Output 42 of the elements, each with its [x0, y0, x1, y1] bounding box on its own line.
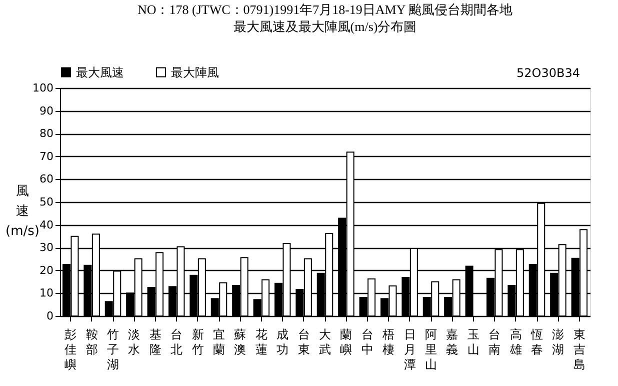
x-tick-label: 高雄: [508, 328, 522, 356]
x-tick-label: 梧棲: [382, 328, 395, 356]
y-tick-label: 0: [46, 310, 54, 322]
x-tick-label: 台北: [170, 328, 183, 356]
x-tick-label: 鞍部: [86, 328, 98, 356]
x-tick-label: 台中: [361, 328, 374, 356]
y-axis-title: 風速(m/s): [6, 184, 40, 239]
x-tick-label: 台東: [298, 328, 310, 356]
x-tick-label: 蘭嶼: [340, 328, 352, 356]
y-tick-label: 80: [40, 127, 54, 140]
y-tick-label: 90: [40, 104, 54, 118]
text: 52O30B34: [516, 66, 580, 80]
x-tick-label: 竹子湖: [107, 328, 119, 372]
x-tick-label: 新竹: [192, 328, 204, 356]
legend-label: 最大風速: [76, 65, 124, 80]
y-tick-label: 100: [32, 82, 54, 94]
x-tick-label: 阿里山: [425, 328, 437, 372]
y-tick-label: 10: [40, 286, 54, 300]
y-tick-label: 40: [40, 218, 54, 232]
x-tick-label: 台南: [488, 328, 501, 356]
x-tick-label: 蘇澳: [234, 328, 246, 356]
chart-subtitle: 最大風速及最大陣風(m/s)分布圖: [233, 19, 417, 34]
legend-label: 最大陣風: [171, 65, 219, 80]
y-tick-label: 30: [40, 241, 54, 254]
x-tick-label: 彭佳嶼: [64, 328, 77, 372]
x-tick-label: 恆春: [530, 328, 543, 356]
x-tick-label: 大武: [319, 328, 331, 356]
x-tick-label: 淡水: [128, 328, 140, 356]
x-tick-label: 基隆: [149, 328, 162, 356]
x-tick-label: 東吉島: [573, 328, 586, 372]
x-tick-label: 嘉義: [446, 328, 458, 356]
x-tick-label: 日月潭: [404, 328, 416, 372]
y-tick-label: 20: [40, 264, 54, 277]
x-tick-label: 宜蘭: [213, 328, 225, 356]
y-tick-label: 60: [40, 172, 54, 186]
chart-title: NO：178 (JTWC：0791)1991年7月18-19日AMY 颱風侵台期間各地: [137, 2, 513, 17]
y-tick-label: 50: [40, 196, 54, 208]
x-tick-label: 玉山: [467, 328, 480, 356]
y-tick-label: 70: [40, 150, 54, 163]
x-tick-label: 澎湖: [552, 328, 564, 356]
x-tick-label: 成功: [276, 328, 289, 356]
x-tick-label: 花蓮: [255, 328, 268, 356]
